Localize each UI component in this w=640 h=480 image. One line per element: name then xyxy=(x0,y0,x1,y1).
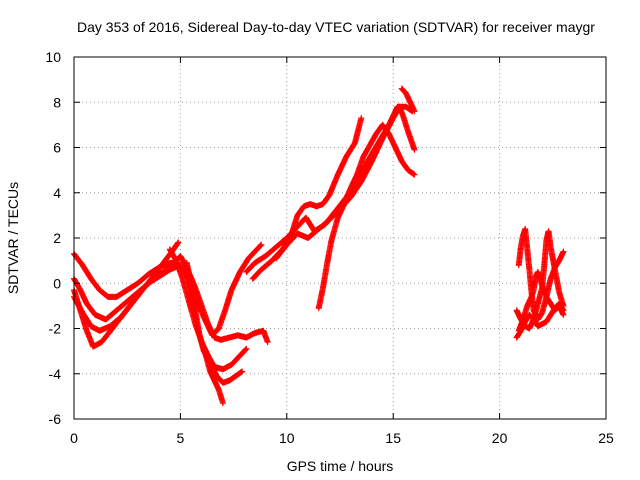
series-trace-7 xyxy=(185,275,226,407)
data-point xyxy=(264,339,271,346)
data-point xyxy=(175,239,182,246)
y-tick-label: 0 xyxy=(53,275,61,291)
y-tick-label: 6 xyxy=(53,140,61,156)
y-tick-label: -2 xyxy=(49,321,62,337)
series-trace-16 xyxy=(515,268,567,334)
data-point xyxy=(411,108,418,115)
y-tick-label: 4 xyxy=(53,185,61,201)
data-point xyxy=(258,241,265,248)
x-tick-label: 15 xyxy=(385,430,401,446)
y-tick-label: 8 xyxy=(53,94,61,110)
y-tick-label: -6 xyxy=(49,411,62,427)
x-tick-label: 10 xyxy=(279,430,295,446)
series-trace-15 xyxy=(513,228,567,332)
series-trace-3 xyxy=(71,239,182,350)
data-point xyxy=(411,171,418,178)
y-tick-label: -4 xyxy=(49,366,62,382)
x-tick-label: 0 xyxy=(70,430,78,446)
data-points xyxy=(71,85,567,407)
series-trace-12 xyxy=(398,85,418,115)
series-trace-4 xyxy=(71,253,271,346)
data-point xyxy=(257,242,264,249)
x-tick-label: 20 xyxy=(492,430,508,446)
series-trace-2 xyxy=(71,250,182,300)
y-axis-label: SDTVAR / TECUs xyxy=(5,182,21,294)
series-trace-10 xyxy=(273,103,418,262)
y-tick-label: 2 xyxy=(53,230,61,246)
x-tick-label: 5 xyxy=(177,430,185,446)
data-point xyxy=(174,240,181,247)
chart-title: Day 353 of 2016, Sidereal Day-to-day VTE… xyxy=(77,19,595,35)
data-point xyxy=(239,368,246,375)
data-point xyxy=(243,345,250,352)
data-point xyxy=(560,248,567,255)
x-axis-label: GPS time / hours xyxy=(287,458,394,474)
series-trace-11 xyxy=(315,121,418,312)
data-point xyxy=(242,346,249,353)
data-point xyxy=(411,146,418,153)
data-point xyxy=(219,400,226,407)
x-tick-label: 25 xyxy=(598,430,614,446)
axis-ticks: 0 5 10 15 20 25 -6 -4 -2 0 2 4 6 8 10 xyxy=(45,49,614,446)
data-point xyxy=(358,115,365,122)
y-tick-label: 10 xyxy=(45,49,61,65)
data-point xyxy=(560,311,567,318)
